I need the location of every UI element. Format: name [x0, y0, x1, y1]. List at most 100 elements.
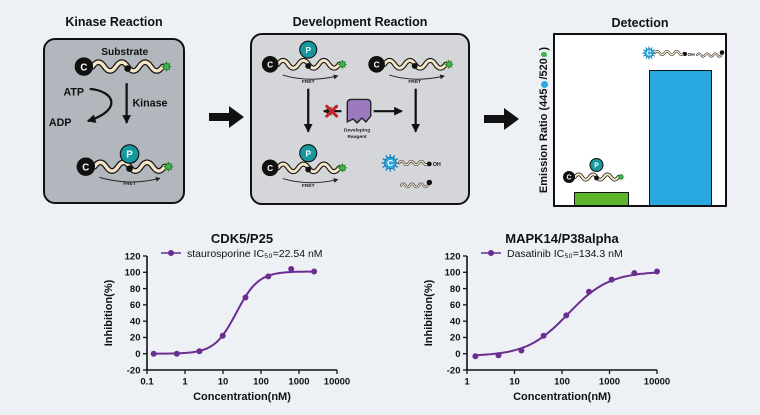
kinase-panel-graphic: Substrate C ATP Kinase ADP C P	[49, 47, 174, 187]
development-panel: C P FRET C FRET Developing	[250, 33, 470, 205]
data-point	[311, 268, 318, 275]
kinase-panel-title: Kinase Reaction	[65, 15, 163, 29]
y-tick-label: 20	[130, 333, 141, 344]
coumarin-label: C	[387, 158, 393, 168]
emission-label-mid: /520	[538, 58, 550, 80]
fret-arrow	[282, 178, 339, 184]
dot-520-icon	[541, 51, 547, 58]
developing-reagent-label-2: Reagent	[347, 134, 367, 140]
workflow-arrow-2	[484, 108, 519, 130]
fret-label: FRET	[302, 79, 315, 85]
developing-reagent-icon	[346, 98, 372, 124]
x-tick-label: 1000	[288, 377, 309, 388]
substrate-label: Substrate	[101, 47, 148, 58]
x-tick-label: 1	[464, 377, 470, 388]
coumarin-label: C	[566, 175, 571, 182]
data-point	[631, 270, 638, 277]
detection-panel-title: Detection	[611, 16, 669, 30]
fret-label: FRET	[302, 183, 315, 189]
x-axis-label: Concentration(nM)	[193, 391, 291, 403]
phosphate-label: P	[126, 150, 133, 161]
fret-label: FRET	[123, 181, 136, 187]
atp-label: ATP	[63, 87, 84, 99]
data-point	[265, 273, 272, 280]
coumarin-label: C	[80, 62, 87, 73]
data-point	[540, 332, 547, 339]
y-axis-label: Inhibition(%)	[423, 279, 435, 346]
phospho-substrate-mini-icon: C P	[563, 158, 625, 183]
y-axis-label: Inhibition(%)	[103, 279, 115, 346]
fit-curve	[152, 270, 316, 355]
x-tick-label: 100	[554, 377, 570, 388]
coumarin-label: C	[82, 162, 89, 173]
phospho-site-dot	[126, 165, 133, 172]
x-axis-label: Concentration(nM)	[513, 391, 611, 403]
y-tick-label: 0	[455, 349, 460, 360]
y-tick-label: 120	[445, 251, 461, 262]
x-tick-label: 100	[253, 377, 269, 388]
atp-to-adp-arrow	[86, 87, 113, 123]
dot-445-icon	[540, 80, 548, 88]
y-tick-label: -20	[447, 365, 461, 376]
fluorescein-icon	[160, 61, 172, 73]
oh-label: OH	[433, 162, 441, 168]
cdk5-p25-chart: CDK5/P25 staurosporine IC₅₀=22.54 nM -20 0 2…	[103, 231, 350, 403]
x-tick-label: 10	[218, 377, 229, 388]
phospho-substrate-top-left: C P FRET	[261, 40, 348, 85]
fret-arrow	[99, 176, 161, 183]
phospho-site-dot	[124, 65, 131, 72]
data-point	[518, 347, 525, 354]
development-panel-graphic: C P FRET C FRET Developing	[261, 40, 454, 189]
y-tick-label: 100	[125, 268, 141, 279]
data-point	[173, 350, 180, 357]
fluorescein-icon	[162, 161, 174, 173]
oh-label: OH	[688, 52, 696, 58]
substrate-phosphorylated: C P FRET	[76, 144, 174, 187]
data-point	[196, 348, 203, 355]
legend-marker	[168, 250, 174, 256]
emission-label-pre: Emission Ratio (445	[538, 88, 550, 194]
chart-title: CDK5/P25	[211, 231, 273, 246]
y-tick-label: 40	[450, 316, 461, 327]
data-point	[472, 353, 479, 360]
data-point	[654, 268, 660, 275]
phosphate-icon	[299, 40, 318, 59]
legend-label: Dasatinib IC₅₀=134.3 nM	[507, 248, 623, 260]
data-point	[608, 276, 615, 283]
workflow-arrow-1	[209, 106, 244, 128]
phosphate-label: P	[305, 149, 311, 159]
coumarin-label: C	[646, 50, 651, 57]
phosphate-label: P	[305, 45, 311, 55]
coumarin-donor-icon	[74, 57, 94, 76]
y-tick-label: -20	[127, 365, 141, 376]
x-tick-label: 10	[509, 377, 520, 388]
phosphate-icon	[589, 158, 604, 172]
emission-ratio-axis-label: Emission Ratio (445 /520 )	[536, 32, 552, 208]
chart-title: MAPK14/P38alpha	[505, 231, 619, 246]
phosphate-label: P	[594, 163, 599, 170]
y-tick-label: 20	[450, 333, 461, 344]
y-tick-label: 80	[450, 284, 461, 295]
cleaved-product-mini-icon: C OH	[641, 45, 725, 61]
y-tick-label: 120	[125, 251, 141, 262]
data-point	[563, 312, 570, 319]
phosphate-icon	[299, 144, 318, 163]
substrate-unphosphorylated: C	[74, 57, 172, 76]
detection-panel: C P C OH	[553, 33, 727, 207]
kinase-panel: Substrate C ATP Kinase ADP C P	[43, 38, 185, 204]
y-tick-label: 0	[135, 349, 140, 360]
data-point	[242, 294, 249, 301]
adp-label: ADP	[49, 117, 72, 129]
data-point	[586, 288, 592, 295]
x-tick-label: 1000	[599, 377, 620, 388]
y-tick-label: 80	[130, 284, 141, 295]
high-signal-bar	[649, 70, 712, 205]
data-point	[150, 350, 157, 357]
coumarin-label: C	[267, 60, 273, 70]
coumarin-label: C	[374, 60, 380, 70]
plain-substrate-top-right: C FRET	[368, 56, 454, 85]
blocked-x-icon	[325, 104, 339, 118]
data-point	[288, 266, 295, 272]
y-tick-label: 60	[130, 300, 141, 311]
